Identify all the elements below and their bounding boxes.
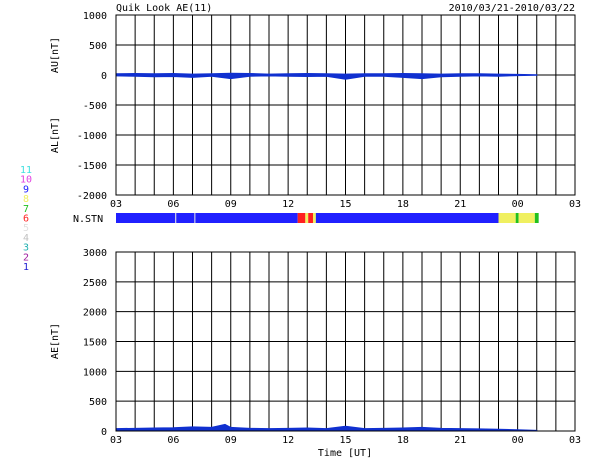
nstn-segment (176, 213, 195, 223)
nstn-segment (308, 213, 313, 223)
ae-trace (115, 423, 538, 432)
x-tick-label: 06 (167, 199, 179, 210)
y-tick-label: 0 (101, 427, 107, 438)
x-tick-label: 09 (225, 435, 237, 446)
legend-label: 7 (23, 204, 29, 215)
au-al-traces (115, 72, 538, 80)
nstn-segment (515, 213, 519, 223)
nstn-segment (175, 213, 177, 223)
x-tick-label: 00 (512, 435, 524, 446)
x-tick-label: 15 (339, 199, 351, 210)
legend-label: 10 (20, 175, 32, 186)
ae-series (115, 423, 538, 432)
x-tick-label: 00 (512, 199, 524, 210)
nstn-segment (498, 213, 516, 223)
nstn-segment (305, 213, 309, 223)
legend-label: 9 (23, 184, 29, 195)
y-tick-label: 1000 (83, 11, 107, 22)
y-tick-label: -1500 (77, 161, 107, 172)
y-tick-label: -500 (83, 101, 107, 112)
y-tick-label: 0 (101, 71, 107, 82)
ae-y-ticks: 3000 2500 2000 1500 1000 500 0 (83, 248, 107, 438)
au-al-y-ticks: 1000 500 0 -500 -1000 -1500 -2000 (77, 11, 107, 202)
date-range: 2010/03/21-2010/03/22 (449, 3, 575, 14)
nstn-label: N.STN (73, 214, 103, 225)
x-tick-label: 03 (110, 199, 122, 210)
ae-x-ticks: 03 06 09 12 15 18 21 00 03 (110, 435, 581, 446)
nstn-segment (312, 213, 316, 223)
nstn-segment (315, 213, 499, 223)
au-al-panel: 1000 500 0 -500 -1000 -1500 -2000 03 06 09 12 15 18… (50, 11, 581, 210)
x-tick-label: 03 (110, 435, 122, 446)
legend-label: 8 (23, 194, 29, 205)
y-tick-label: 500 (89, 397, 107, 408)
au-axis-label: AU[nT] (50, 37, 61, 73)
x-tick-label: 21 (454, 435, 466, 446)
nstn-segment (116, 213, 176, 223)
legend-label: 11 (20, 165, 32, 176)
ae-frame (115, 251, 576, 432)
nstn-segment (534, 213, 539, 223)
x-tick-label: 03 (569, 435, 581, 446)
x-tick-label: 12 (282, 435, 294, 446)
nstn-segment (297, 213, 306, 223)
y-tick-label: 1000 (83, 367, 107, 378)
y-tick-label: 2500 (83, 278, 107, 289)
ae-grid (115, 251, 576, 432)
x-tick-label: 12 (282, 199, 294, 210)
legend-label: 1 (23, 262, 29, 273)
x-tick-label: 06 (167, 435, 179, 446)
y-tick-label: -1000 (77, 131, 107, 142)
nstn-panel: N.STN (73, 213, 539, 225)
nstn-segment (195, 213, 298, 223)
x-axis-label: Time [UT] (318, 448, 372, 459)
nstn-segment (518, 213, 535, 223)
nstn-segment (194, 213, 196, 223)
x-tick-label: 18 (397, 435, 409, 446)
au-al-frame (115, 14, 576, 196)
y-tick-label: 500 (89, 41, 107, 52)
chart-title: Quik Look AE(11) (116, 3, 212, 14)
x-tick-label: 18 (397, 199, 409, 210)
legend-label: 3 (23, 243, 29, 254)
al-series (115, 74, 538, 80)
legend-label: 4 (23, 233, 29, 244)
x-tick-label: 09 (225, 199, 237, 210)
y-tick-label: -2000 (77, 191, 107, 202)
au-al-x-ticks: 03 06 09 12 15 18 21 00 03 (110, 199, 581, 210)
x-tick-label: 21 (454, 199, 466, 210)
nstn-bar (116, 213, 539, 223)
legend-label: 5 (23, 223, 29, 234)
au-al-grid (115, 14, 576, 196)
legend-label: 2 (23, 252, 29, 263)
x-tick-label: 15 (339, 435, 351, 446)
legend-label: 6 (23, 214, 29, 225)
x-tick-label: 03 (569, 199, 581, 210)
ae-axis-label: AE[nT] (50, 323, 61, 359)
y-tick-label: 2000 (83, 308, 107, 319)
y-tick-label: 3000 (83, 248, 107, 259)
y-tick-label: 1500 (83, 338, 107, 349)
al-axis-label: AL[nT] (50, 117, 61, 153)
